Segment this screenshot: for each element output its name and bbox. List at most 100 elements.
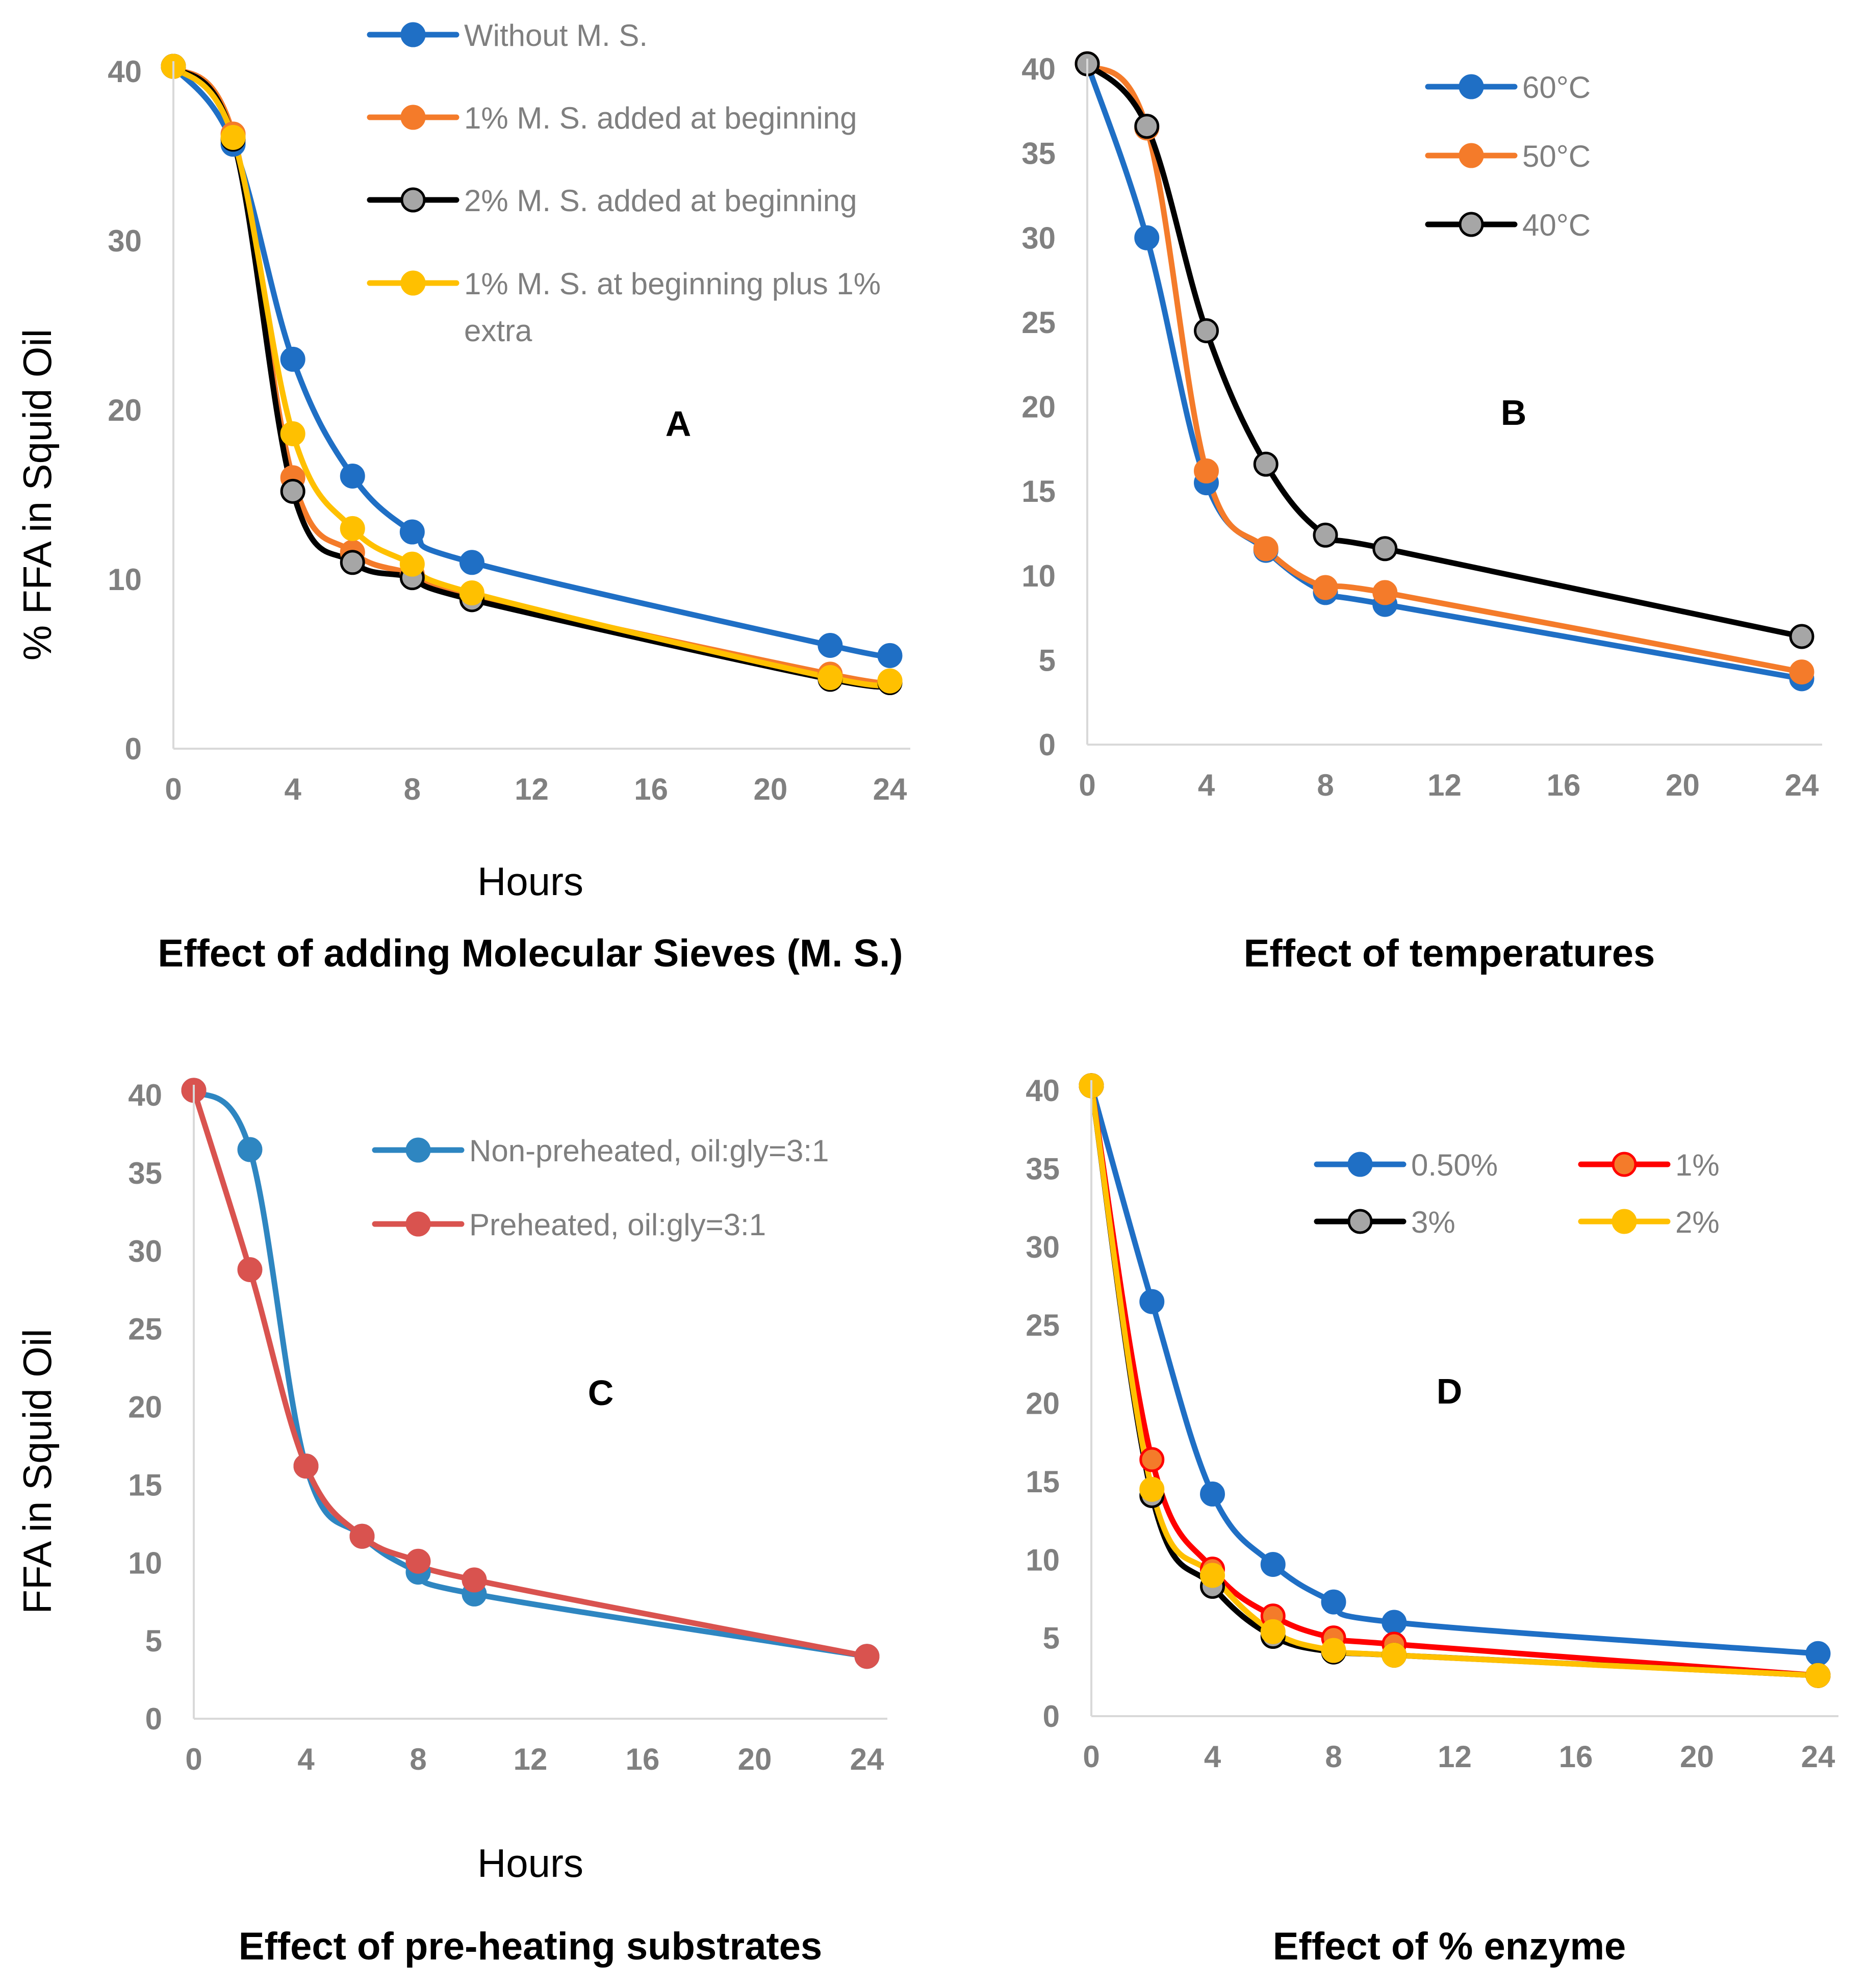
panel-b-x-tick-label: 0	[1079, 768, 1095, 802]
panel-a-caption: Effect of adding Molecular Sieves (M. S.…	[158, 932, 903, 975]
panel-b-x-tick-label: 12	[1427, 768, 1462, 802]
panel-d-legend-item: 0.50%	[1314, 1148, 1498, 1182]
panel-d-x-tick-label: 8	[1325, 1740, 1342, 1774]
panel-d-y-tick-label: 15	[1026, 1465, 1060, 1499]
panel-c-series-2-point	[237, 1257, 263, 1282]
panel-b-x-tick-label: 16	[1547, 768, 1581, 802]
panel-a-legend-label: Without M. S.	[464, 18, 648, 53]
panel-d-legend-label: 1%	[1675, 1148, 1720, 1182]
panel-b-x-tick-label: 24	[1785, 768, 1819, 802]
panel-c-x-axis-title: Hours	[477, 1841, 583, 1885]
panel-d-legend-swatch-marker	[1612, 1152, 1637, 1177]
panel-b-series-3-point	[1194, 318, 1219, 343]
panel-c-legend-label: Non-preheated, oil:gly=3:1	[469, 1134, 829, 1168]
panel-a-series-4-point	[280, 421, 305, 446]
panel-b-y-tick-label: 10	[1021, 559, 1056, 593]
panel-d-series-1-point	[1321, 1589, 1346, 1615]
panel-b-letter: B	[1501, 393, 1527, 432]
panel-c-y-tick-label: 0	[145, 1702, 162, 1736]
panel-d-y-tick-label: 0	[1043, 1699, 1060, 1734]
panel-b-x-tick-label: 4	[1198, 768, 1215, 802]
panel-a-series-1-point	[340, 463, 365, 489]
panel-a-legend-label: 1% M. S. added at beginning	[464, 101, 857, 135]
panel-d-y-tick-label: 25	[1026, 1308, 1060, 1342]
panel-c-caption: Effect of pre-heating substrates	[239, 1925, 822, 1968]
panel-c-y-tick-label: 35	[128, 1156, 162, 1190]
panel-a-y-tick-label: 20	[108, 393, 142, 427]
panel-a-series-1-point	[399, 519, 425, 545]
panel-c-y-tick-label: 20	[128, 1390, 162, 1424]
panel-b-y-tick-label: 0	[1039, 728, 1056, 762]
panel-d-series-4-point	[1805, 1663, 1831, 1688]
panel-c-series-2-point	[405, 1548, 431, 1574]
panel-a-legend-swatch-marker	[400, 22, 426, 47]
panel-a-x-tick-label: 0	[165, 772, 182, 806]
panel-b-y-tick-label: 40	[1021, 52, 1056, 86]
panel-d-legend-item: 2%	[1578, 1205, 1720, 1239]
panel-b-series-3-point	[1372, 536, 1398, 562]
panel-a-chart: 0 4 8 12 16 20 24 0 10 20 30 40 Without M. S. 1% M. S…	[15, 18, 910, 975]
panel-a-legend-swatch-marker	[400, 270, 426, 296]
panel-c-legend-item: Non-preheated, oil:gly=3:1	[372, 1134, 829, 1168]
panel-c-series-2-point	[293, 1454, 319, 1479]
panel-c-x-tick-label: 8	[410, 1742, 426, 1776]
panel-d-series-4-point	[1382, 1642, 1407, 1668]
panel-d-legend-label: 0.50%	[1411, 1148, 1498, 1182]
panel-a-legend-label: 2% M. S. added at beginning	[464, 184, 857, 218]
panel-a-series-3-point	[340, 550, 365, 575]
panel-c-y-tick-label: 15	[128, 1468, 162, 1502]
panel-a-series-1-point	[280, 346, 305, 372]
panel-c-y-tick-label: 40	[128, 1078, 162, 1112]
panel-d-series-1-point	[1805, 1641, 1831, 1666]
panel-b-series-2-point	[1253, 536, 1279, 562]
panel-a-letter: A	[666, 404, 692, 444]
panel-a-x-tick-label: 4	[284, 772, 301, 806]
panel-a-y-tick-label: 30	[108, 224, 142, 258]
panel-a-series-4-point	[459, 580, 484, 606]
panel-c-x-tick-label: 20	[738, 1742, 772, 1776]
panel-a-series-line-4	[170, 63, 893, 689]
panel-c-legend-item: Preheated, oil:gly=3:1	[372, 1208, 766, 1242]
panel-b-series-3-point	[1253, 451, 1279, 477]
panel-d-letter: D	[1437, 1371, 1463, 1411]
panel-a-x-tick-label: 8	[404, 772, 421, 806]
panel-a-legend-swatch-marker	[400, 187, 426, 213]
panel-b-series-3-point	[1134, 114, 1160, 139]
panel-a-legend-item: Without M. S.	[367, 18, 648, 53]
panel-d-series-1-point	[1260, 1551, 1286, 1577]
panel-a-y-tick-label: 40	[108, 55, 142, 89]
panel-b-legend-label: 50°C	[1522, 139, 1591, 173]
panel-c-legend-label: Preheated, oil:gly=3:1	[469, 1208, 766, 1242]
panel-d-series-1-point	[1200, 1481, 1225, 1507]
panel-a-y-tick-label: 0	[125, 732, 142, 766]
panel-a-legend-item: 1% M. S. added at beginning	[367, 101, 857, 135]
panel-d-series-4-point	[1260, 1619, 1286, 1644]
panel-c-legend-swatch-marker	[405, 1211, 431, 1237]
panel-a-series-1-point	[459, 550, 484, 575]
panel-c-x-tick-label: 12	[514, 1742, 548, 1776]
panel-d-chart: 0 4 8 12 16 20 24 0 5 10 15 20 25 30 35 40 0.50% 3% 1% 2% D…	[1026, 1073, 1838, 1968]
panel-a-x-tick-label: 24	[873, 772, 907, 806]
panel-d-series-1-point	[1139, 1289, 1165, 1314]
panel-d-x-tick-label: 0	[1083, 1740, 1100, 1774]
panel-b-x-tick-label: 20	[1666, 768, 1700, 802]
panel-d-legend-item: 1%	[1578, 1148, 1720, 1182]
panel-b-y-tick-label: 35	[1021, 137, 1056, 171]
panel-b-legend-item: 40°C	[1425, 208, 1591, 242]
panel-a-series-1-point	[877, 643, 903, 668]
panel-c-y-tick-label: 30	[128, 1234, 162, 1268]
panel-c-x-tick-label: 16	[626, 1742, 660, 1776]
panel-d-series-2-point	[1139, 1447, 1165, 1472]
panel-b-series-1-point	[1134, 225, 1160, 250]
panel-b-legend-swatch-marker	[1459, 74, 1484, 99]
panel-c-y-tick-label: 5	[145, 1624, 162, 1658]
panel-a-x-tick-label: 16	[634, 772, 668, 806]
panel-a-x-tick-label: 12	[515, 772, 549, 806]
panel-a-series-4-point	[877, 668, 903, 694]
panel-d-y-tick-label: 10	[1026, 1543, 1060, 1577]
panel-a-legend-item: 2% M. S. added at beginning	[367, 184, 857, 218]
panel-a-legend-swatch-marker	[400, 105, 426, 130]
panel-b-y-tick-label: 5	[1039, 643, 1056, 677]
